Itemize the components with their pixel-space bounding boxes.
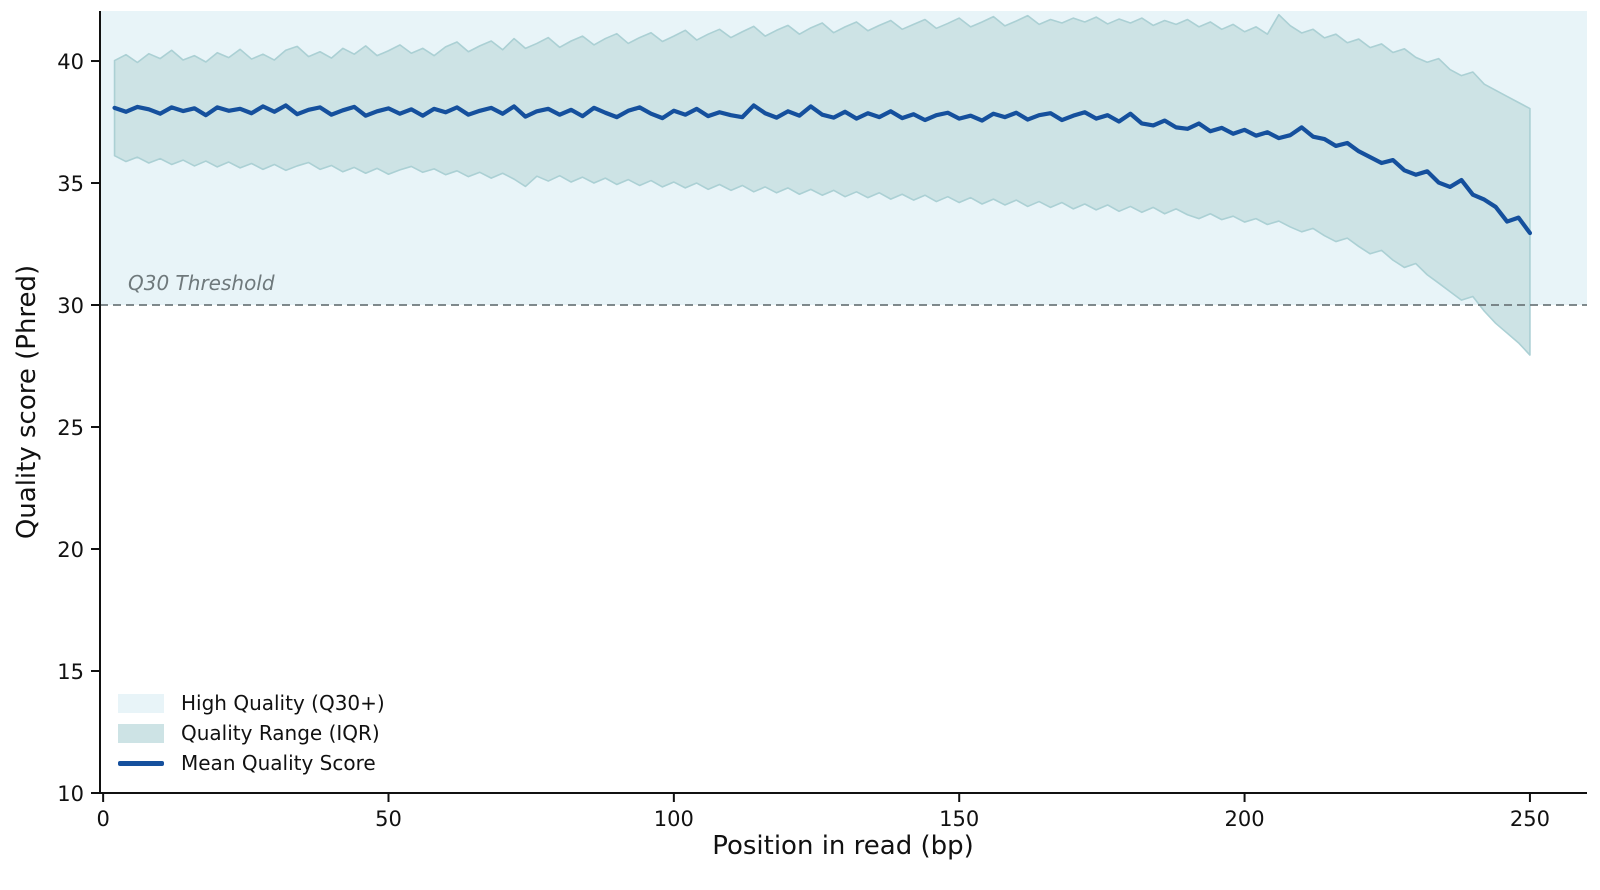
x-tick-label: 100 <box>654 807 694 831</box>
x-tick-label: 150 <box>939 807 979 831</box>
x-axis-label: Position in read (bp) <box>712 831 974 861</box>
y-tick-label: 35 <box>57 172 84 196</box>
legend-item-mean-quality: Mean Quality Score <box>118 748 385 778</box>
iqr-band <box>113 13 1531 356</box>
legend-item-high-quality: High Quality (Q30+) <box>118 688 385 718</box>
y-tick-label: 20 <box>57 538 84 562</box>
legend-label-high-quality: High Quality (Q30+) <box>181 691 385 715</box>
y-tick-label: 15 <box>57 660 84 684</box>
quality-range-swatch-icon <box>118 723 164 743</box>
x-tick-label: 50 <box>375 807 402 831</box>
y-tick-label: 25 <box>57 416 84 440</box>
y-tick-label: 10 <box>57 782 84 806</box>
legend: High Quality (Q30+) Quality Range (IQR) … <box>118 688 385 778</box>
x-tick-label: 250 <box>1510 807 1550 831</box>
x-tick-label: 200 <box>1225 807 1265 831</box>
y-tick-label: 40 <box>57 50 84 74</box>
legend-label-quality-range: Quality Range (IQR) <box>181 721 380 745</box>
high-quality-swatch-icon <box>118 693 164 713</box>
legend-item-quality-range: Quality Range (IQR) <box>118 718 385 748</box>
y-tick-label: 30 <box>57 294 84 318</box>
mean-quality-line <box>112 103 1533 236</box>
y-axis-label: Quality score (Phred) <box>12 264 42 540</box>
x-tick-label: 0 <box>96 807 109 831</box>
mean-quality-line-swatch-icon <box>118 760 164 766</box>
legend-label-mean-quality: Mean Quality Score <box>181 751 376 775</box>
q30-threshold-annotation: Q30 Threshold <box>128 271 275 295</box>
